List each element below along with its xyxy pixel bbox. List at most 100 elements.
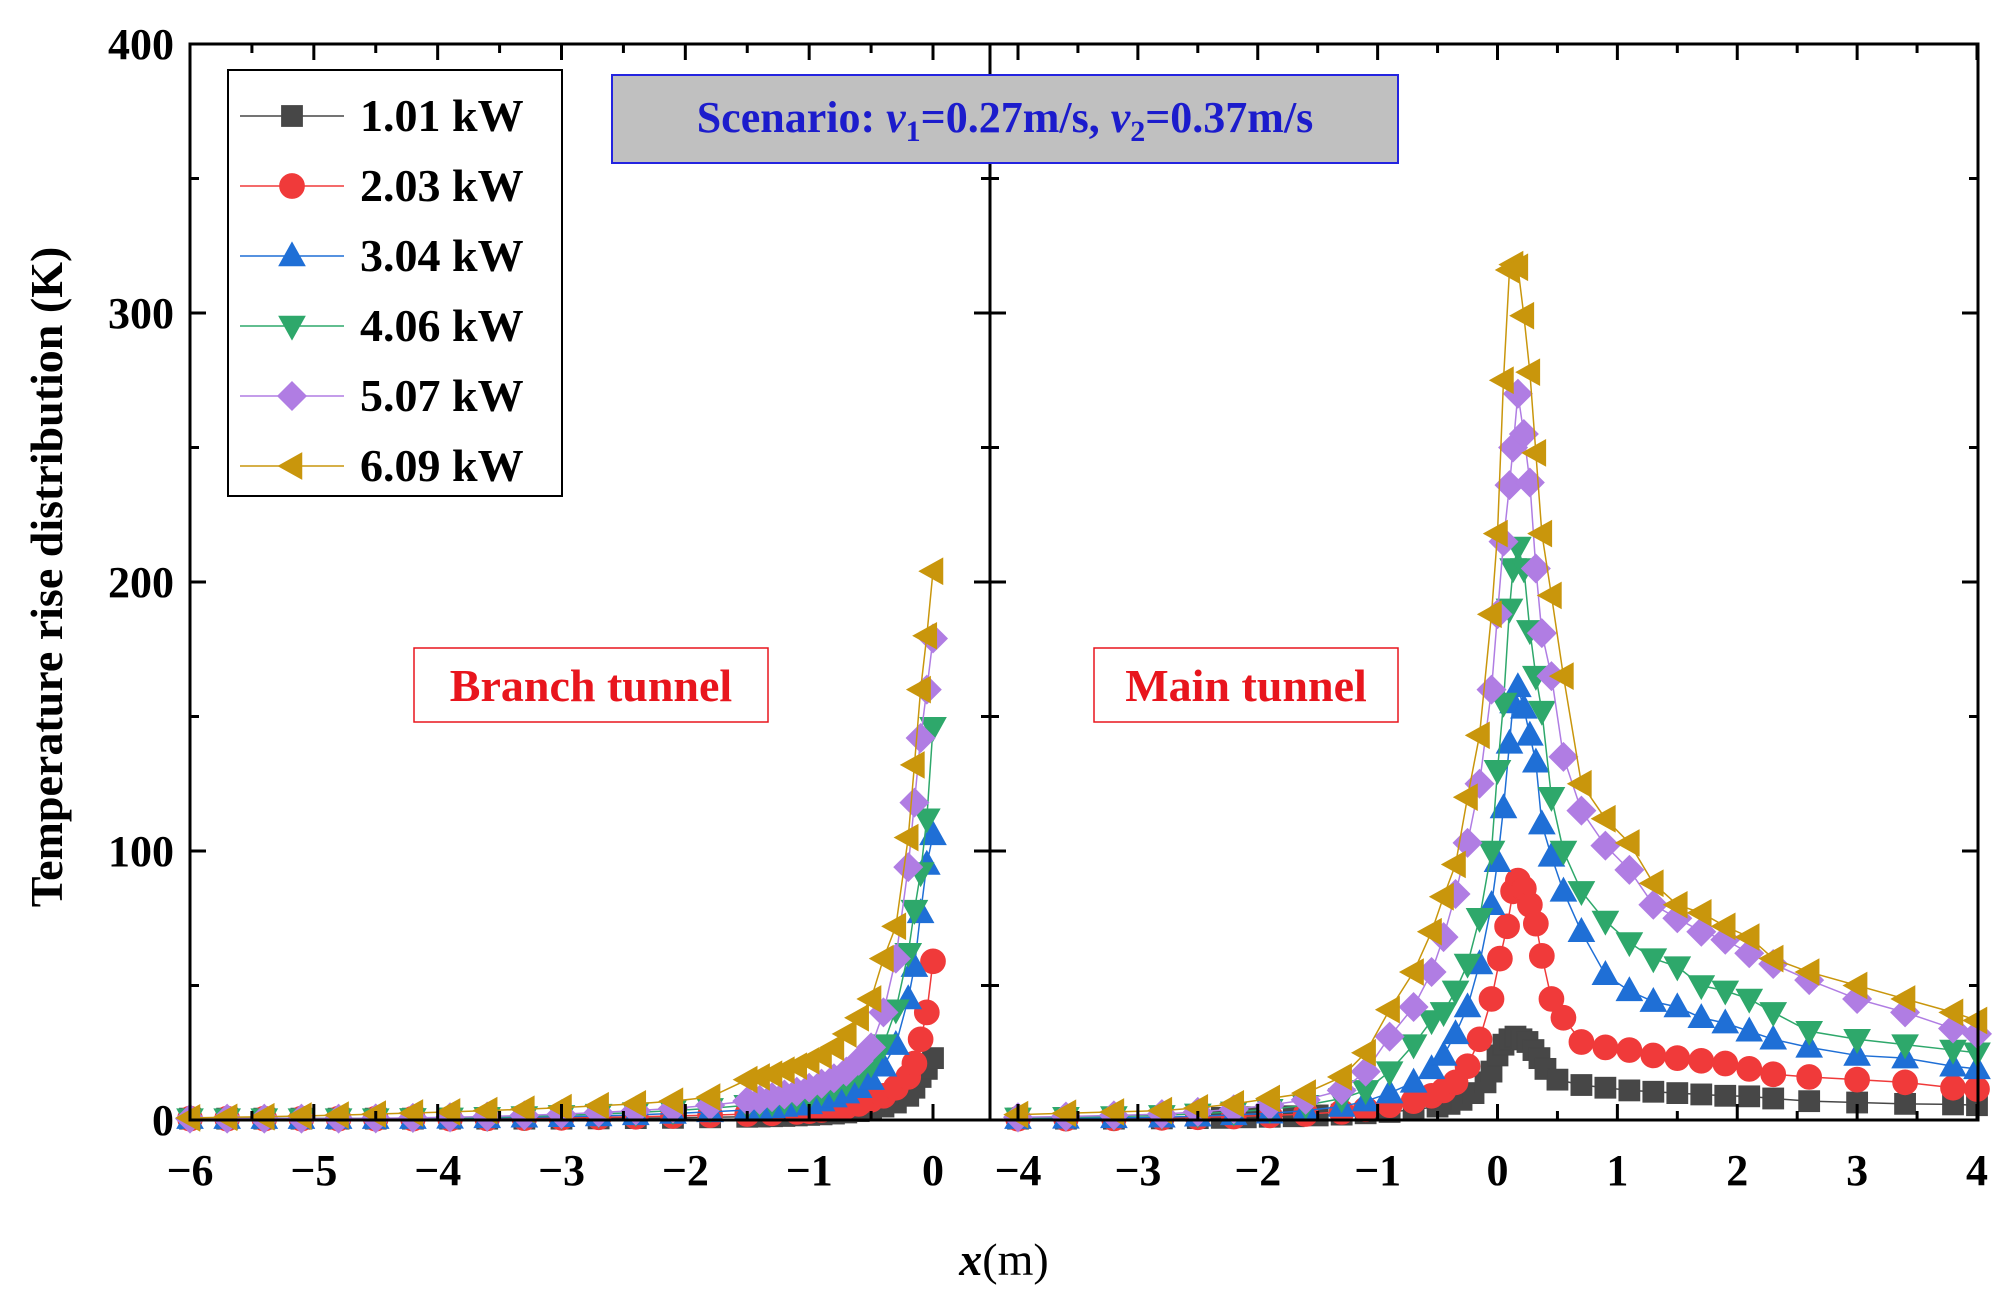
series-5 — [175, 250, 1988, 1132]
scenario-box: Scenario: v1=0.27m/s, v2=0.37m/s — [611, 74, 1399, 164]
data-point — [1759, 1002, 1788, 1028]
data-point — [1614, 854, 1645, 885]
data-point — [913, 999, 940, 1026]
legend-item: 5.07 kW — [240, 370, 524, 421]
data-point — [1843, 1029, 1871, 1054]
data-point — [1326, 1063, 1352, 1091]
data-point — [1615, 932, 1644, 958]
y-tick-label: 0 — [152, 1096, 174, 1145]
legend-item: 6.09 kW — [240, 440, 524, 491]
legend-label: 1.01 kW — [360, 90, 524, 141]
data-point — [1591, 960, 1620, 985]
data-point — [1527, 519, 1553, 548]
data-point — [1515, 358, 1541, 387]
data-point — [1399, 1067, 1428, 1093]
data-point — [1894, 1092, 1916, 1115]
data-point — [1759, 1024, 1788, 1050]
data-point — [1487, 945, 1513, 972]
data-point — [1429, 1040, 1458, 1066]
data-point — [175, 1103, 201, 1132]
x-tick-label: 0 — [1487, 1146, 1509, 1195]
data-point — [323, 1101, 349, 1130]
data-point — [1477, 840, 1506, 866]
data-point — [1662, 890, 1688, 919]
data-point — [1738, 1085, 1761, 1108]
data-point — [1962, 1006, 1988, 1035]
data-point — [1567, 881, 1596, 907]
data-point — [844, 1003, 869, 1032]
data-point — [1441, 1019, 1470, 1045]
legend: 1.01 kW 2.03 kW 3.04 kW 4.06 kW 5.07 kW 6.09 … — [227, 69, 563, 497]
legend-marker — [281, 105, 303, 127]
data-point — [695, 1083, 721, 1111]
data-point — [1528, 809, 1556, 835]
data-point — [1453, 953, 1482, 979]
x-tick-label: 1 — [1606, 1146, 1628, 1195]
legend-label: 6.09 kW — [360, 440, 524, 491]
legend-label: 5.07 kW — [360, 370, 524, 421]
series-layer — [174, 250, 1993, 1134]
data-point — [1476, 600, 1502, 629]
legend-label: 4.06 kW — [360, 300, 524, 351]
svg-text:Main tunnel: Main tunnel — [1125, 660, 1367, 711]
data-point — [1465, 908, 1494, 933]
data-point — [1616, 1037, 1643, 1063]
scenario-label: Scenario: v1=0.27m/s, v2=0.37m/s — [697, 93, 1314, 148]
data-point — [1504, 672, 1532, 698]
x-tick-label: −4 — [994, 1146, 1041, 1195]
data-point — [1516, 720, 1544, 746]
x-tick-label: −1 — [786, 1146, 833, 1195]
data-point — [1548, 662, 1574, 690]
data-point — [1417, 1054, 1446, 1080]
data-point — [1549, 840, 1578, 866]
data-point — [1711, 980, 1740, 1006]
legend-label: 2.03 kW — [360, 160, 524, 211]
data-point — [1570, 1074, 1593, 1096]
data-point — [1890, 985, 1916, 1013]
data-point — [1526, 618, 1557, 649]
data-point — [831, 1020, 857, 1048]
legend-item: 1.01 kW — [240, 90, 524, 141]
data-point — [1688, 1047, 1715, 1074]
data-point — [1548, 741, 1579, 772]
data-point — [1503, 253, 1529, 282]
data-point — [1291, 1079, 1316, 1107]
x-tick-label: −4 — [414, 1146, 461, 1195]
data-point — [1219, 1090, 1245, 1118]
data-point — [1538, 986, 1565, 1012]
data-point — [1528, 700, 1556, 726]
data-point — [918, 557, 944, 586]
data-point — [1640, 1042, 1667, 1069]
data-point — [1842, 971, 1868, 1000]
data-point — [912, 621, 938, 650]
data-point — [1735, 1016, 1764, 1042]
data-point — [1428, 882, 1454, 911]
data-point — [856, 985, 882, 1013]
data-point — [1642, 1080, 1665, 1103]
data-point — [1687, 1003, 1716, 1029]
data-point — [1483, 760, 1512, 785]
legend-frame — [227, 69, 563, 497]
legend-marker — [278, 315, 306, 341]
data-point — [1762, 1087, 1785, 1110]
data-point — [1510, 693, 1538, 719]
data-point — [1147, 1096, 1173, 1125]
data-point — [1523, 910, 1549, 937]
y-tick-label: 200 — [108, 558, 174, 607]
data-point — [912, 808, 941, 834]
data-point — [1566, 769, 1592, 798]
data-point — [1736, 1056, 1763, 1082]
data-point — [1758, 944, 1784, 973]
data-point — [583, 1091, 609, 1120]
data-point — [212, 1103, 238, 1132]
data-point — [1537, 786, 1566, 812]
data-point — [856, 1032, 887, 1063]
data-point — [1712, 1050, 1739, 1077]
data-point — [621, 1090, 647, 1118]
data-point — [1375, 1061, 1404, 1087]
data-point — [1399, 1034, 1428, 1060]
data-point — [1592, 1034, 1619, 1061]
data-point — [1568, 1029, 1595, 1055]
data-point — [658, 1087, 684, 1116]
